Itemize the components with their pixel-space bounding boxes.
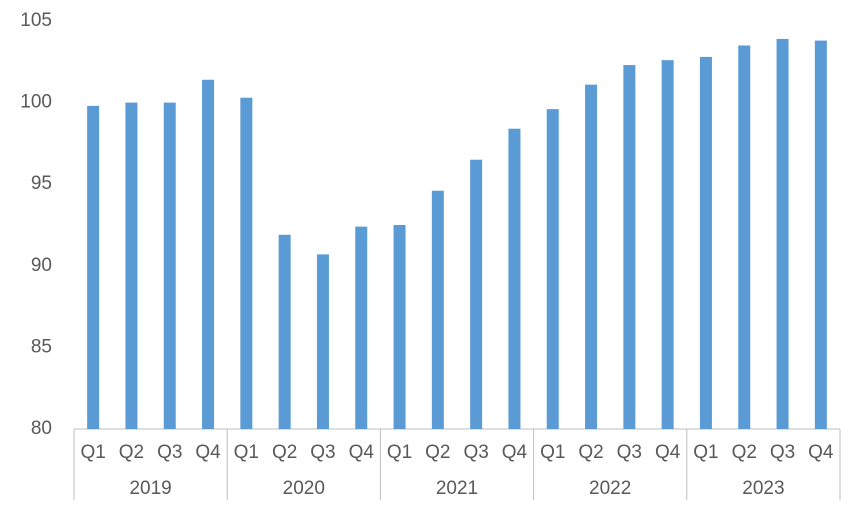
x-tick-label: Q1 xyxy=(80,442,105,463)
y-tick-label: 105 xyxy=(20,10,52,31)
y-tick-label: 100 xyxy=(20,92,52,113)
group-label: 2022 xyxy=(589,478,631,499)
y-tick-label: 95 xyxy=(31,173,52,194)
bar xyxy=(585,84,598,429)
x-tick-label: Q1 xyxy=(540,442,565,463)
bar xyxy=(546,109,559,430)
bar xyxy=(661,60,674,429)
y-tick-label: 85 xyxy=(31,336,52,357)
bar xyxy=(699,56,712,430)
bar xyxy=(125,102,138,429)
x-tick-label: Q2 xyxy=(272,442,297,463)
bar xyxy=(431,190,444,429)
x-tick-label: Q3 xyxy=(770,442,795,463)
bar xyxy=(623,65,636,430)
x-tick-label: Q2 xyxy=(732,442,757,463)
group-label: 2020 xyxy=(283,478,325,499)
group-label: 2023 xyxy=(742,478,784,499)
bar xyxy=(776,38,789,430)
x-tick-label: Q1 xyxy=(234,442,259,463)
x-tick-label: Q2 xyxy=(578,442,603,463)
x-tick-label: Q4 xyxy=(655,442,681,463)
x-tick-label: Q3 xyxy=(617,442,642,463)
bar xyxy=(814,40,827,430)
bar xyxy=(87,105,100,429)
bar xyxy=(355,226,368,429)
bar xyxy=(202,79,215,429)
group-label: 2019 xyxy=(129,478,171,499)
x-tick-label: Q4 xyxy=(808,442,834,463)
bar xyxy=(393,225,406,429)
bar xyxy=(508,128,521,429)
bar xyxy=(163,102,176,429)
bar xyxy=(278,234,291,429)
x-tick-label: Q1 xyxy=(693,442,718,463)
bar xyxy=(470,159,483,429)
x-tick-label: Q3 xyxy=(310,442,335,463)
y-tick-label: 90 xyxy=(31,255,52,276)
y-tick-label: 80 xyxy=(31,418,52,439)
x-tick-label: Q3 xyxy=(157,442,182,463)
bar xyxy=(240,97,253,429)
x-tick-label: Q4 xyxy=(195,442,221,463)
x-tick-label: Q2 xyxy=(119,442,144,463)
x-tick-label: Q2 xyxy=(425,442,450,463)
bar xyxy=(316,254,329,429)
group-label: 2021 xyxy=(436,478,478,499)
x-tick-label: Q4 xyxy=(349,442,375,463)
x-tick-label: Q1 xyxy=(387,442,412,463)
bar xyxy=(738,45,751,429)
x-tick-label: Q3 xyxy=(463,442,488,463)
x-tick-label: Q4 xyxy=(502,442,528,463)
